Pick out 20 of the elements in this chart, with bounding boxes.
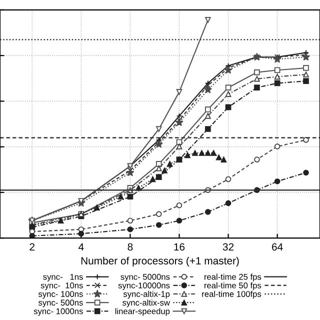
legend-label: sync- 100ns <box>38 291 83 299</box>
legend-label: sync-altix-1p <box>123 290 170 299</box>
legend-label: sync- 500ns <box>38 300 83 308</box>
legend-label: sync-altix-sw <box>122 299 170 308</box>
legend-label: linear-speedup <box>115 308 170 316</box>
legend-label: sync- 1000ns <box>34 308 83 316</box>
x-axis-title: Number of processors (+1 master) <box>81 256 239 267</box>
legend-label: sync- 1ns <box>43 274 83 282</box>
legend-label: sync- 10ns <box>40 282 83 290</box>
x-tick-label: 2 <box>30 243 34 250</box>
legend-label: real-time 50 fps <box>204 282 262 290</box>
x-tick-label: 16 <box>174 243 185 251</box>
legend-label: real-time 25 fps <box>204 274 262 282</box>
x-tick-label: 8 <box>128 243 133 251</box>
x-tick-label: 64 <box>272 243 283 251</box>
legend-label: sync- 5000ns <box>120 274 170 282</box>
x-tick-label: 32 <box>222 243 234 251</box>
legend-label: real-time 100fps <box>202 290 262 299</box>
legend-label: sync-10000ns <box>118 282 170 290</box>
x-tick-label: 4 <box>78 243 84 250</box>
